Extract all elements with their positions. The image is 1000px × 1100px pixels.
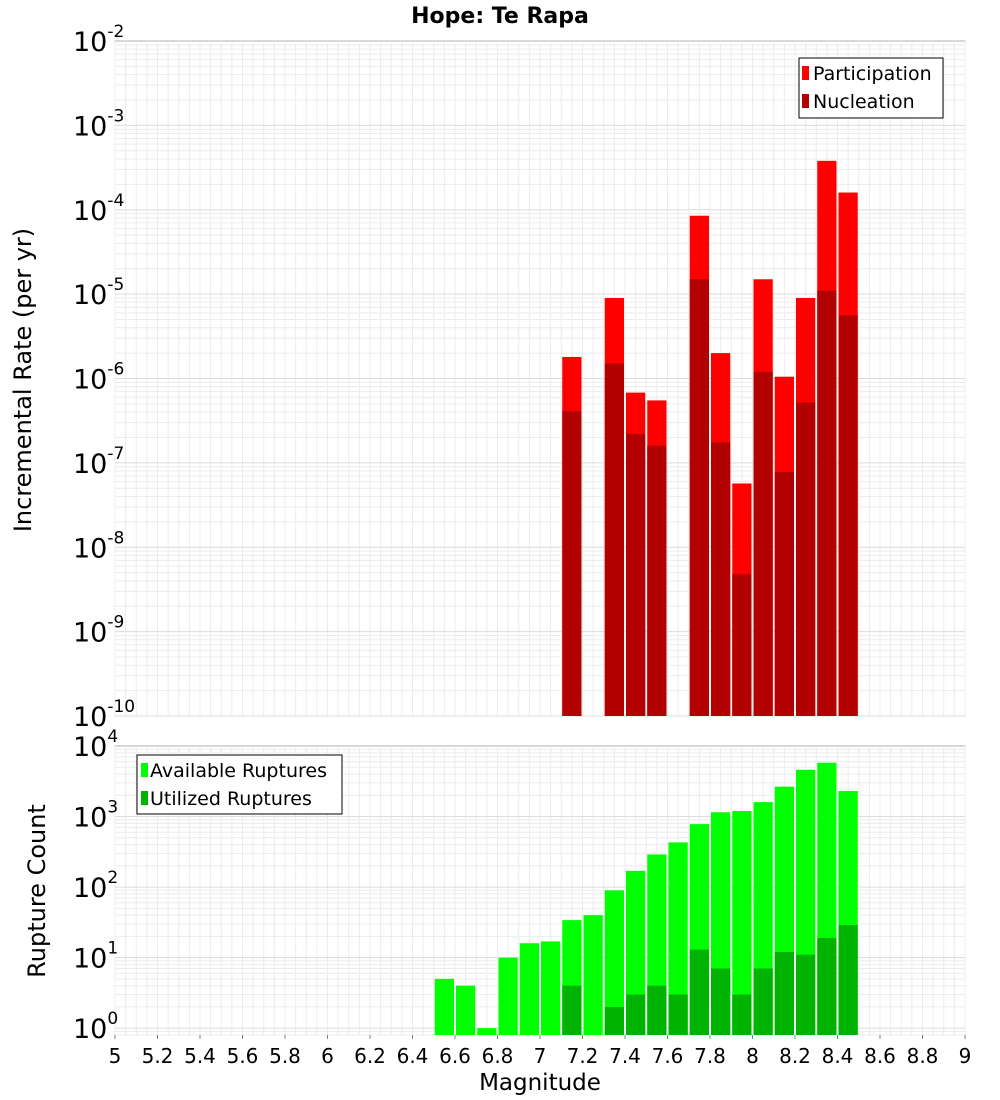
nucleation-bar [838,315,858,716]
x-tick-label: 7.2 [567,1044,599,1068]
utilized-ruptures-bar [774,952,794,1035]
count-y-tick-label: 104 [73,727,118,763]
available-ruptures-bar [519,943,539,1035]
rate-y-axis-label: Incremental Rate (per yr) [9,228,37,532]
rate-y-tick-label: 10-10 [73,697,135,733]
available-ruptures-bar [434,978,454,1035]
utilized-ruptures-bar [732,994,752,1035]
legend-available-ruptures-swatch [141,763,148,777]
x-tick-label: 7.8 [694,1044,726,1068]
count-bars [434,762,858,1035]
nucleation-bar [562,411,582,716]
available-ruptures-bar [626,870,646,1035]
utilized-ruptures-bar [753,968,773,1035]
utilized-ruptures-bar [796,954,816,1035]
count-legend: Available Ruptures Utilized Ruptures [136,754,343,815]
rate-panel: 10-10 10-9 10-8 10-7 10-6 10-5 10-4 10-3 10-2 In… [9,22,966,733]
x-tick-label: 8 [746,1044,759,1068]
utilized-ruptures-bar [626,994,646,1035]
available-ruptures-bar [732,810,752,1035]
rate-y-tick-labels: 10-10 10-9 10-8 10-7 10-6 10-5 10-4 10-3 10-2 [73,22,135,733]
x-tick-label: 6 [321,1044,334,1068]
x-tick-label: 9 [959,1044,972,1068]
count-y-tick-label: 100 [73,1009,118,1045]
utilized-ruptures-bar [668,994,688,1035]
x-axis-label: Magnitude [479,1070,601,1096]
x-tick-label: 6.4 [397,1044,429,1068]
utilized-ruptures-bar [711,968,731,1035]
x-tick-label: 8.4 [822,1044,854,1068]
chart-title: Hope: Te Rapa [411,4,589,29]
x-tick-label: 6.2 [354,1044,386,1068]
nucleation-bar [711,442,731,716]
rate-y-tick-label: 10-2 [73,22,124,58]
rate-y-tick-label: 10-3 [73,106,124,142]
utilized-ruptures-bar [604,1006,624,1035]
count-y-tick-label: 102 [73,868,118,904]
rate-legend: Participation Nucleation [798,57,944,119]
x-tick-label: 8.8 [907,1044,939,1068]
x-tick-label: 6.6 [439,1044,471,1068]
legend-utilized-ruptures-label: Utilized Ruptures [150,788,312,810]
count-y-tick-label: 101 [73,939,118,975]
utilized-ruptures-bar [562,985,582,1035]
x-tick-label: 7.6 [652,1044,684,1068]
legend-available-ruptures-label: Available Ruptures [150,760,327,782]
nucleation-bar [647,445,667,716]
nucleation-bar [774,471,794,716]
x-tick-label: 8.6 [864,1044,896,1068]
legend-participation-label: Participation [813,63,932,85]
nucleation-bar [817,290,837,716]
count-y-tick-labels: 100 101 102 103 104 [73,727,118,1045]
magnitude-tick-labels: 5 5.2 5.4 5.6 5.8 6 6.2 6.4 6.6 6.8 7 7.2 7.4 7.6 7.8 8… [109,1035,972,1068]
rate-bars [562,160,858,716]
nucleation-bar [753,371,773,716]
legend-nucleation-swatch [802,94,809,108]
x-tick-label: 6.8 [482,1044,514,1068]
legend-participation-swatch [802,66,809,80]
nucleation-bar [796,402,816,716]
x-tick-label: 5.2 [142,1044,174,1068]
count-y-axis-label: Rupture Count [23,804,51,978]
x-tick-label: 5.4 [184,1044,216,1068]
x-tick-label: 8.2 [779,1044,811,1068]
count-y-tick-label: 103 [73,798,118,834]
x-tick-label: 5.8 [269,1044,301,1068]
legend-utilized-ruptures-swatch [141,791,148,805]
utilized-ruptures-bar [838,925,858,1035]
rate-y-tick-label: 10-5 [73,275,124,311]
x-tick-label: 7.4 [609,1044,641,1068]
utilized-ruptures-bar [647,985,667,1035]
legend-nucleation-label: Nucleation [813,91,915,113]
available-ruptures-bar [498,957,518,1035]
rate-y-tick-label: 10-6 [73,360,124,396]
rate-y-tick-label: 10-4 [73,191,124,227]
nucleation-bar [604,363,624,716]
utilized-ruptures-bar [689,949,709,1035]
rate-y-tick-label: 10-9 [73,613,124,649]
rate-y-tick-label: 10-8 [73,528,124,564]
available-ruptures-bar [541,941,561,1035]
rate-gridlines [114,41,966,717]
available-ruptures-bar [668,842,688,1035]
count-panel: 100 101 102 103 104 5 5.2 5.4 5.6 5.8 6 6.2 6.4 6.6 6… [23,727,971,1096]
available-ruptures-bar [477,1028,497,1035]
nucleation-bar [626,433,646,716]
rate-legend-box [798,57,944,119]
available-ruptures-bar [583,915,603,1035]
available-ruptures-bar [604,890,624,1035]
nucleation-bar [689,279,709,716]
count-legend-box [136,754,343,815]
nucleation-bar [732,574,752,716]
rate-y-tick-label: 10-7 [73,444,124,480]
utilized-ruptures-bar [817,937,837,1035]
x-tick-label: 5.6 [227,1044,259,1068]
x-tick-label: 7 [534,1044,547,1068]
available-ruptures-bar [456,985,476,1035]
x-tick-label: 5 [109,1044,122,1068]
